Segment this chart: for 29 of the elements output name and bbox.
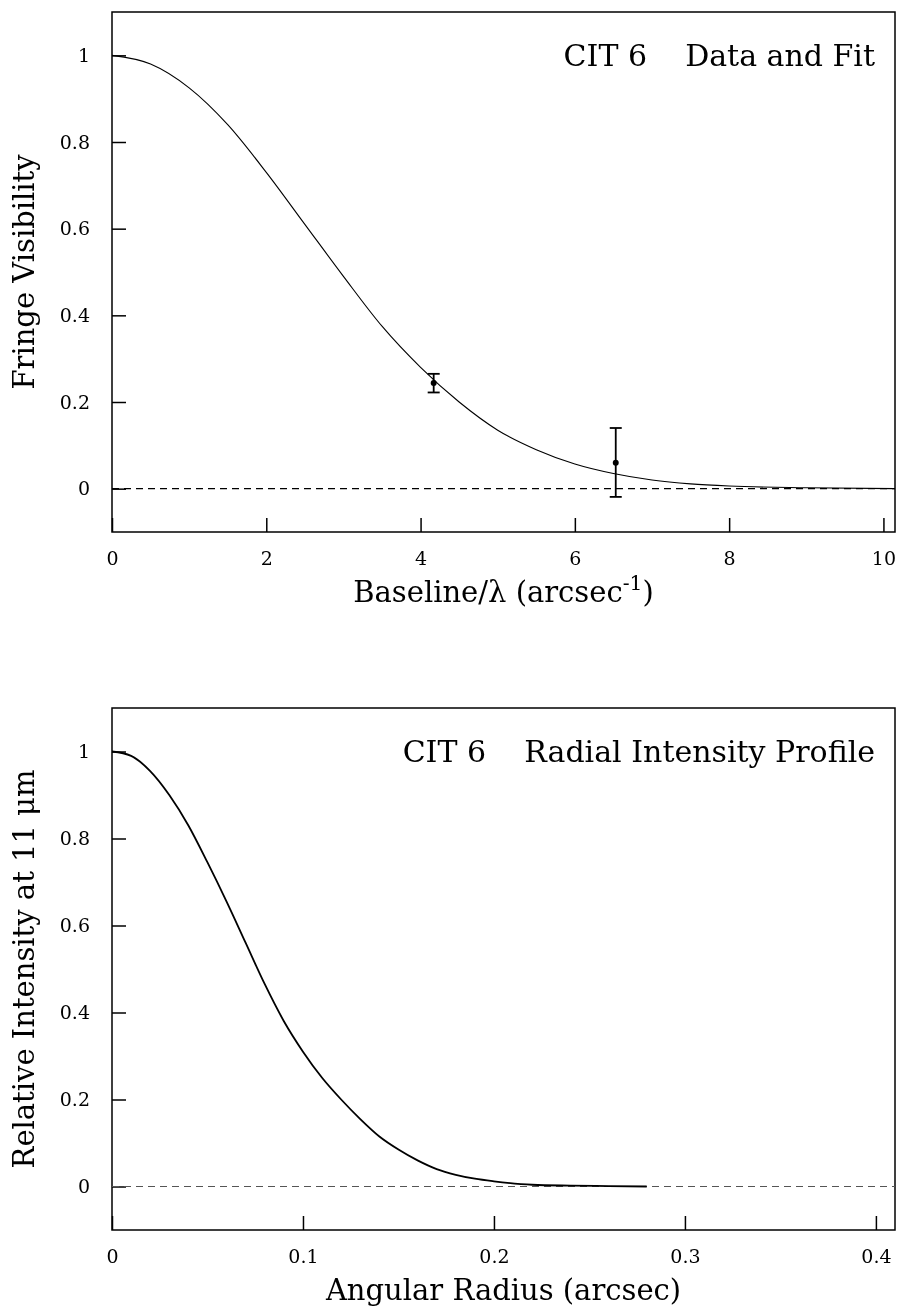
y-tick-label: 0	[77, 1175, 90, 1198]
text: CIT 6 Radial Intensity Profile	[402, 734, 875, 769]
x-tick-label: 0.4	[861, 1245, 892, 1268]
x-tick-label: 4	[415, 547, 428, 570]
y-tick-label: 0.2	[59, 390, 90, 413]
y-axis-title: Relative Intensity at 11 μm	[7, 769, 41, 1169]
y-tick-label: 0.6	[59, 914, 90, 937]
y-tick-label: 0.4	[59, 1001, 90, 1024]
x-axis-title: Baseline/λ (arcsec$^{-1}$)	[353, 571, 654, 609]
y-tick-label: 0.4	[59, 303, 90, 326]
y-tick-label: 0	[77, 477, 90, 500]
x-tick-label: 0.1	[288, 1245, 319, 1268]
y-tick-label: 1	[77, 740, 90, 763]
text: CIT 6 Data and Fit	[563, 38, 875, 73]
x-tick-label: 6	[569, 547, 582, 570]
x-tick-label: 8	[723, 547, 736, 570]
y-tick-label: 0.2	[59, 1088, 90, 1111]
x-tick-label: 0	[106, 547, 119, 570]
x-tick-label: 0.3	[670, 1245, 701, 1268]
y-tick-label: 0.8	[59, 130, 90, 153]
y-axis-title: Fringe Visibility	[7, 153, 41, 390]
x-tick-label: 0	[106, 1245, 119, 1268]
y-tick-label: 1	[77, 43, 90, 66]
x-axis-title: Angular Radius (arcsec)	[324, 1273, 682, 1307]
x-tick-label: 0.2	[479, 1245, 510, 1268]
x-tick-label: 2	[260, 547, 273, 570]
y-tick-label: 0.8	[59, 827, 90, 850]
x-tick-label: 10	[871, 547, 897, 570]
y-tick-label: 0.6	[59, 217, 90, 240]
